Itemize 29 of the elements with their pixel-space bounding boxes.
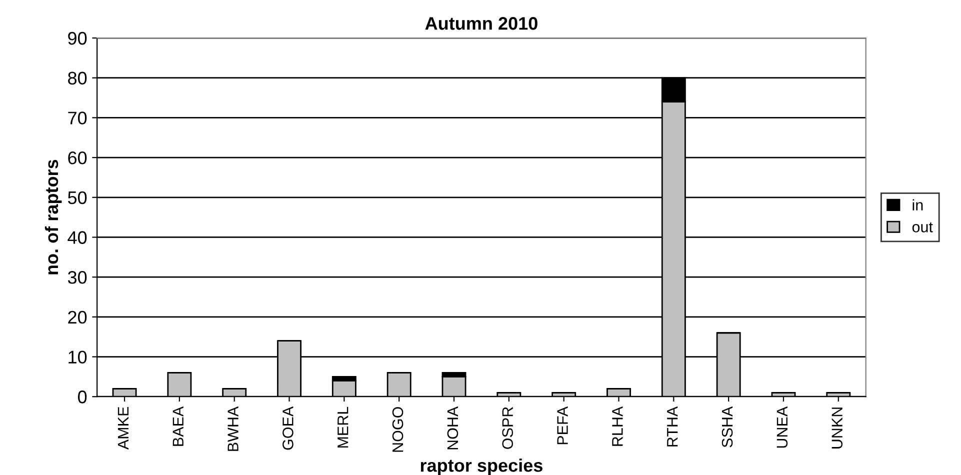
x-tick-label: UNKN (832, 408, 843, 448)
x-tick-label: BWHA (228, 406, 238, 451)
x-tick-label: RTHA (667, 406, 678, 446)
y-tick-label: 30 (68, 271, 87, 284)
y-tick-label: 10 (68, 350, 87, 364)
y-tick-label: 70 (68, 112, 87, 124)
x-tick-label: GOEA (282, 406, 294, 450)
y-tick-label: 0 (78, 390, 87, 404)
x-tick-label: RLHA (612, 406, 623, 446)
x-axis-title: raptor species (420, 458, 542, 475)
x-tick-label: AMKE (118, 407, 128, 450)
x-tick-label: NOGO (392, 407, 404, 452)
x-tick-label: OSPR (502, 407, 514, 449)
x-tick-label: MERL (338, 406, 348, 448)
y-tick-label: 40 (68, 231, 87, 244)
x-tick-label: SSHA (722, 406, 733, 448)
x-tick-label: UNEA (776, 406, 788, 448)
x-tick-label: BAEA (172, 406, 184, 446)
legend-label: out (912, 222, 933, 232)
y-tick-label: 20 (68, 310, 87, 324)
y-tick-label: 90 (68, 32, 87, 45)
y-tick-label: 60 (68, 151, 87, 164)
chart-title: Autumn 2010 (425, 17, 538, 30)
y-tick-label: 50 (68, 191, 87, 204)
y-tick-label: 80 (68, 72, 87, 85)
legend-label: in (912, 199, 923, 210)
y-axis-title: no. of raptors (44, 160, 62, 274)
x-tick-label: NOHA (447, 406, 458, 450)
x-tick-label: PEFA (557, 406, 568, 444)
